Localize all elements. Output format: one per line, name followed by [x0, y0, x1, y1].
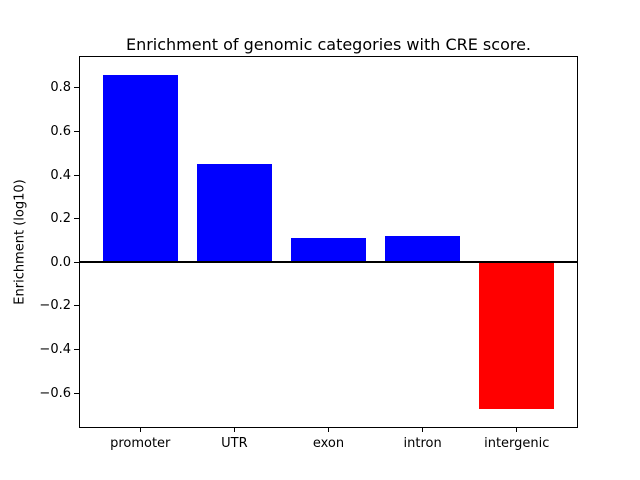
x-tick-mark: [422, 427, 424, 432]
y-tick-label: −0.4: [39, 341, 71, 357]
y-tick-label: 0.8: [50, 80, 71, 96]
y-tick-label: 0.6: [50, 124, 71, 140]
bar-exon: [290, 238, 367, 263]
y-tick-mark: [74, 392, 79, 394]
x-tick-label-exon: exon: [312, 436, 345, 451]
bar-promoter: [102, 74, 178, 263]
x-tick-mark: [139, 427, 141, 432]
y-tick-label: 0.2: [50, 211, 71, 227]
y-tick-label: −0.2: [39, 298, 71, 314]
y-tick-mark: [74, 261, 79, 263]
y-tick-label: 0.4: [50, 167, 71, 183]
y-tick-mark: [74, 348, 79, 350]
x-tick-label-intron: intron: [403, 436, 442, 451]
y-axis-label: Enrichment (log10): [12, 179, 28, 305]
x-tick-mark: [516, 427, 518, 432]
plot-area: [79, 56, 578, 428]
x-tick-mark: [328, 427, 329, 432]
x-tick-mark: [233, 427, 235, 432]
x-tick-label-intergenic: intergenic: [484, 436, 550, 451]
y-tick-mark: [74, 87, 79, 89]
y-tick-mark: [74, 218, 79, 220]
zero-line: [80, 261, 577, 264]
bar-UTR: [196, 164, 273, 263]
bar-intergenic: [479, 262, 555, 410]
bar-intron: [384, 236, 461, 263]
chart-title: Enrichment of genomic categories with CR…: [125, 35, 532, 54]
y-tick-label: 0.0: [50, 254, 71, 270]
y-tick-mark: [74, 305, 79, 307]
x-tick-label-promoter: promoter: [110, 436, 171, 451]
y-tick-label: −0.6: [39, 385, 71, 401]
y-tick-mark: [74, 131, 79, 133]
x-tick-label-UTR: UTR: [221, 436, 248, 451]
y-tick-mark: [74, 174, 79, 176]
